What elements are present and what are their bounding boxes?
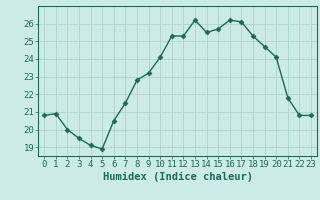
X-axis label: Humidex (Indice chaleur): Humidex (Indice chaleur) bbox=[103, 172, 252, 182]
